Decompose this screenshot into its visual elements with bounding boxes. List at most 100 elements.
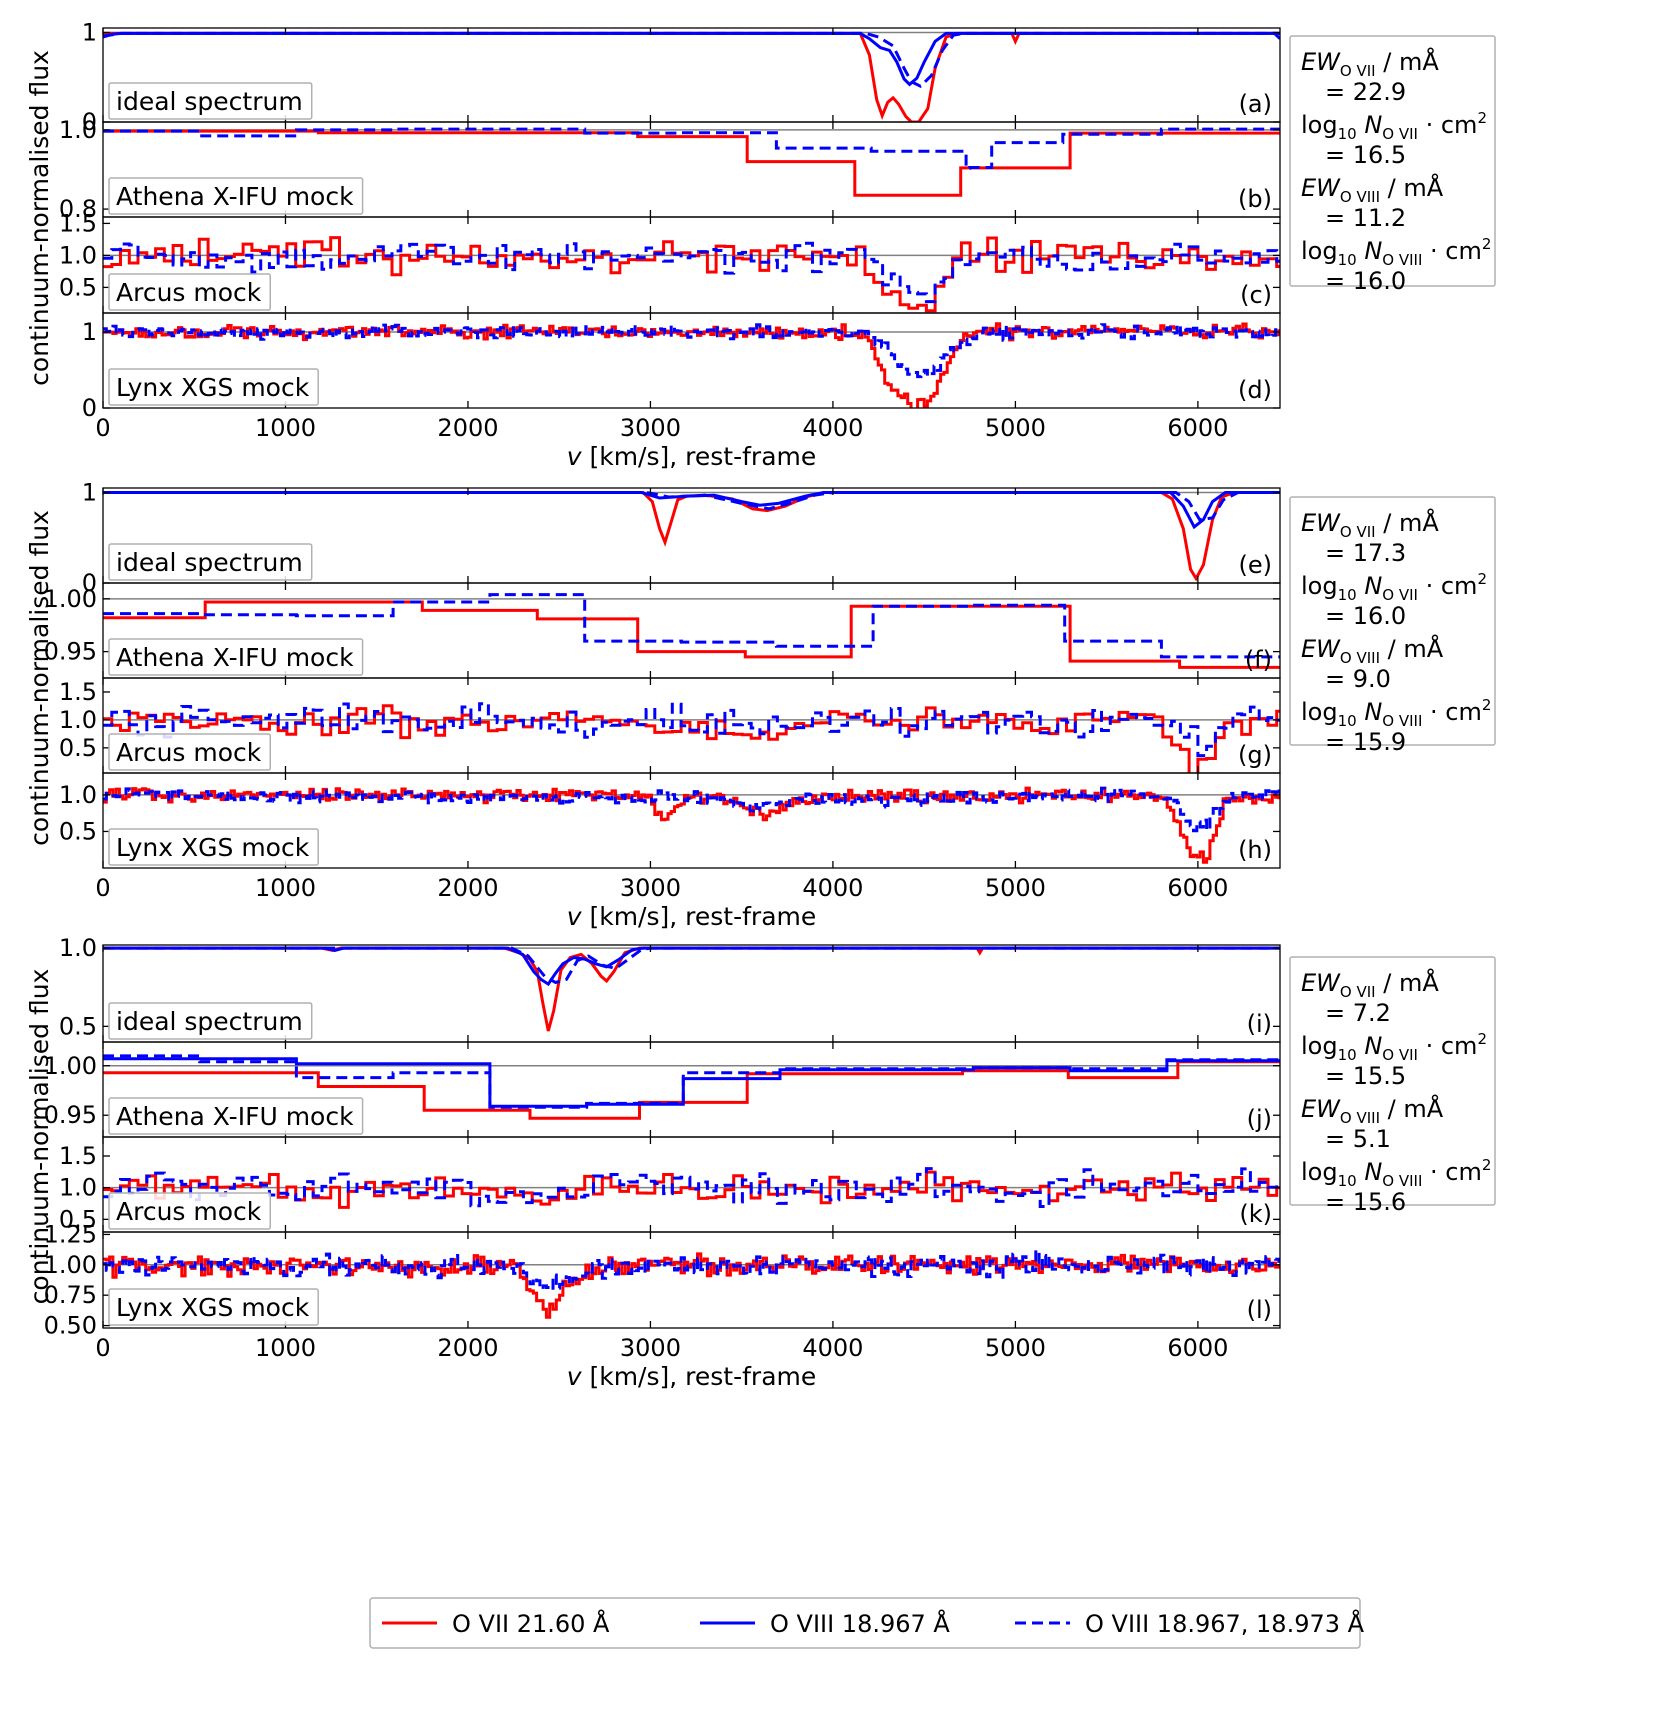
ew-unit: / mÅ bbox=[1376, 508, 1440, 537]
unit-exponent: 2 bbox=[1482, 1156, 1492, 1174]
ew-ovii-label: EWO VII / mÅ bbox=[1301, 508, 1439, 541]
y-tick-label: 1.0 bbox=[59, 1174, 97, 1202]
x-axis-symbol: v bbox=[567, 1362, 583, 1391]
series-oviii bbox=[103, 31, 1280, 87]
logn-oviii-label: log10 NO VIII · cm2 bbox=[1301, 235, 1491, 269]
y-tick-label: 1.5 bbox=[59, 1142, 97, 1170]
ew-oviii-value: = 9.0 bbox=[1325, 665, 1391, 693]
ew-unit: / mÅ bbox=[1376, 968, 1440, 997]
ew-symbol: EW bbox=[1301, 174, 1341, 202]
column-unit: · cm bbox=[1422, 237, 1481, 265]
panel-group-3: continuum-normalised flux 0.5 1.0 ideal spe… bbox=[25, 934, 1496, 1391]
panel-group-2: continuum-normalised flux 0 1 ideal spectru… bbox=[25, 479, 1496, 931]
ew-subscript: O VII bbox=[1340, 983, 1376, 1001]
logn-oviii-value: = 15.9 bbox=[1325, 728, 1406, 756]
y-tick-label: 1.0 bbox=[59, 781, 97, 809]
column-subscript: O VII bbox=[1382, 125, 1418, 143]
series-oviii-doublet bbox=[103, 593, 1280, 659]
log-base: 10 bbox=[1338, 1172, 1357, 1190]
x-tick-label: 0 bbox=[95, 414, 110, 442]
x-axis-symbol: v bbox=[567, 902, 583, 931]
panel-frame bbox=[102, 216, 1281, 314]
x-tick-label: 3000 bbox=[620, 874, 681, 902]
series-ovii bbox=[103, 491, 1280, 582]
panel-label: ideal spectrum bbox=[116, 87, 303, 116]
panel-label: Arcus mock bbox=[116, 738, 262, 767]
y-tick-label: 1.0 bbox=[59, 241, 97, 269]
x-tick-label: 4000 bbox=[802, 414, 863, 442]
series-oviii-doublet bbox=[103, 1054, 1280, 1109]
panel-label-box bbox=[108, 1288, 319, 1326]
series-ovii bbox=[103, 129, 1280, 197]
ew-subscript: O VII bbox=[1340, 62, 1376, 80]
panel-label-box bbox=[108, 543, 313, 581]
x-tick-label: 5000 bbox=[985, 874, 1046, 902]
x-tick-label: 2000 bbox=[437, 1334, 498, 1362]
panel-frame bbox=[102, 312, 1281, 409]
series-ovii bbox=[103, 236, 1280, 313]
unit-exponent: 2 bbox=[1482, 235, 1492, 253]
log-text: log bbox=[1301, 698, 1338, 726]
log-base: 10 bbox=[1338, 712, 1357, 730]
y-tick-label: 0.75 bbox=[44, 1281, 97, 1309]
logn-ovii-value: = 16.0 bbox=[1325, 602, 1406, 630]
panel-i: 0.5 1.0 ideal spectrum (i) bbox=[59, 934, 1281, 1043]
legend-label: O VIII 18.967, 18.973 Å bbox=[1085, 1609, 1365, 1638]
logn-oviii-label: log10 NO VIII · cm2 bbox=[1301, 696, 1491, 730]
y-tick-label: 0.5 bbox=[59, 1012, 97, 1040]
panel-letter: (k) bbox=[1239, 1200, 1272, 1228]
log-base: 10 bbox=[1338, 125, 1357, 143]
series-oviii-doublet bbox=[103, 323, 1280, 379]
panel-g: 0.51.01.5 Arcus mock (g) bbox=[59, 677, 1281, 774]
panel-h: 0.5 1.0 Lynx XGS mock (h) bbox=[59, 772, 1281, 869]
column-unit: · cm bbox=[1418, 1032, 1477, 1060]
panel-label-box bbox=[108, 1002, 313, 1040]
y-tick-label: 0.50 bbox=[44, 1312, 97, 1340]
column-symbol: N bbox=[1357, 1032, 1383, 1060]
ew-subscript: O VII bbox=[1340, 523, 1376, 541]
y-axis-label: continuum-normalised flux bbox=[25, 969, 54, 1305]
ew-symbol: EW bbox=[1301, 635, 1341, 663]
panel-letter: (h) bbox=[1238, 836, 1272, 864]
logn-ovii-value: = 16.5 bbox=[1325, 141, 1406, 169]
panel-label: Arcus mock bbox=[116, 1197, 262, 1226]
ew-oviii-value: = 11.2 bbox=[1325, 204, 1406, 232]
x-tick-label: 4000 bbox=[802, 874, 863, 902]
ew-ovii-value: = 22.9 bbox=[1325, 78, 1406, 106]
logn-ovii-label: log10 NO VII · cm2 bbox=[1301, 570, 1487, 604]
logn-ovii-label: log10 NO VII · cm2 bbox=[1301, 1030, 1487, 1064]
ew-oviii-label: EWO VIII / mÅ bbox=[1301, 634, 1444, 667]
x-tick-label: 4000 bbox=[802, 1334, 863, 1362]
x-tick-label: 2000 bbox=[437, 414, 498, 442]
series-oviii bbox=[103, 946, 1280, 987]
panel-label-box bbox=[108, 1192, 272, 1230]
panel-label: Lynx XGS mock bbox=[116, 1293, 310, 1322]
panel-b: 0.8 1.0 Athena X-IFU mock (b) bbox=[59, 116, 1281, 223]
series-oviii-doublet bbox=[103, 786, 1280, 833]
panel-letter: (j) bbox=[1247, 1105, 1272, 1133]
ew-ovii-value: = 17.3 bbox=[1325, 539, 1406, 567]
y-tick-label: 0.95 bbox=[44, 638, 97, 666]
x-tick-label: 6000 bbox=[1167, 874, 1228, 902]
panel-label: Athena X-IFU mock bbox=[116, 1102, 354, 1131]
x-tick-label: 5000 bbox=[985, 414, 1046, 442]
ew-oviii-label: EWO VIII / mÅ bbox=[1301, 173, 1444, 206]
panel-label-box bbox=[108, 638, 364, 676]
x-tick-label: 5000 bbox=[985, 1334, 1046, 1362]
ew-ovii-label: EWO VII / mÅ bbox=[1301, 968, 1439, 1001]
x-tick-label: 3000 bbox=[620, 414, 681, 442]
logn-ovii-label: log10 NO VII · cm2 bbox=[1301, 109, 1487, 143]
panel-label: Athena X-IFU mock bbox=[116, 182, 354, 211]
column-symbol: N bbox=[1357, 1158, 1383, 1186]
panel-f: 0.95 1.00 Athena X-IFU mock (f) bbox=[44, 582, 1281, 679]
legend-frame bbox=[369, 1597, 1361, 1649]
panel-frame bbox=[102, 772, 1281, 869]
series-oviii bbox=[103, 491, 1280, 530]
y-tick-label: 1.5 bbox=[59, 209, 97, 237]
x-axis-text: [km/s], rest-frame bbox=[582, 442, 817, 471]
x-axis-label: v [km/s], rest-frame bbox=[567, 1362, 817, 1391]
x-tick-label: 6000 bbox=[1167, 1334, 1228, 1362]
panel-letter: (b) bbox=[1238, 185, 1272, 213]
